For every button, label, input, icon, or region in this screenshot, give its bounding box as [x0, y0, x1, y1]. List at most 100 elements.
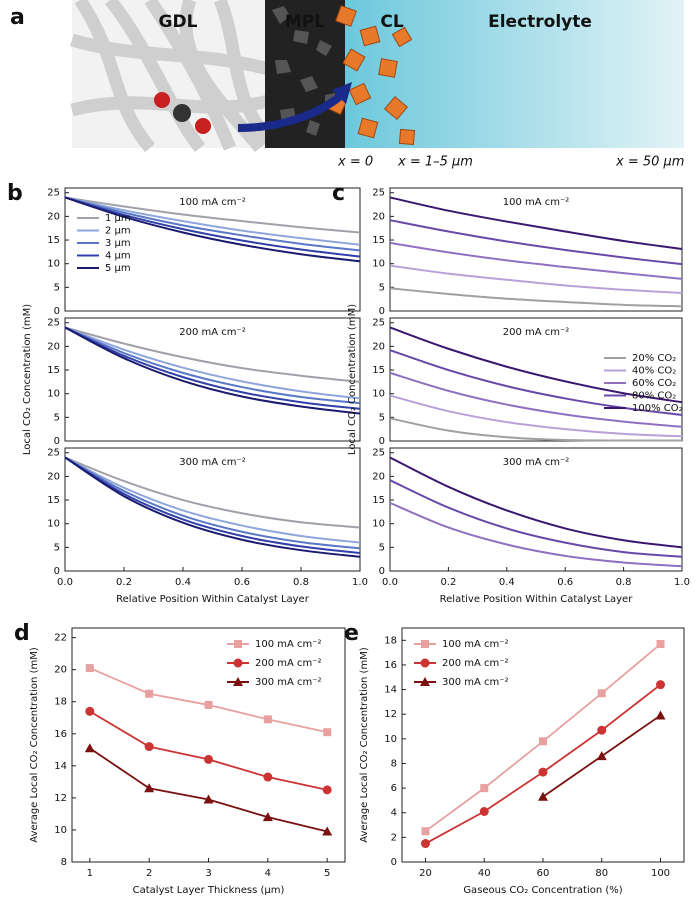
y-tick-label: 5	[379, 542, 385, 553]
marker	[420, 677, 430, 686]
x-tick-label: 3	[205, 868, 211, 879]
series-line	[389, 479, 683, 558]
marker	[480, 784, 489, 793]
x-tick-label: 4	[265, 868, 271, 879]
x-tick-label: 2	[146, 868, 152, 879]
series-line	[389, 241, 683, 280]
series-line	[389, 264, 683, 295]
x-tick-label: 0.2	[116, 577, 132, 588]
legend-label: 3 μm	[105, 238, 131, 249]
oxygen	[195, 118, 211, 134]
series-line	[64, 326, 361, 405]
marker	[204, 754, 213, 764]
position-label: x = 1–5 μm	[397, 155, 473, 170]
marker	[538, 791, 548, 801]
marker	[323, 728, 332, 737]
y-tick-label: 20	[372, 211, 385, 222]
marker	[597, 689, 606, 698]
y-tick-label: 22	[54, 633, 67, 644]
legend-label: 100 mA cm⁻²	[442, 639, 509, 650]
region-label: GDL	[159, 12, 198, 32]
legend-label: 2 μm	[105, 226, 131, 237]
x-tick-label: 1.0	[352, 577, 368, 588]
legend-label: 5 μm	[105, 263, 131, 274]
series-line	[389, 287, 683, 308]
y-tick-label: 20	[47, 211, 60, 222]
series-line	[64, 196, 361, 263]
x-axis-label: Relative Position Within Catalyst Layer	[116, 594, 310, 605]
carbon	[173, 104, 191, 122]
panel-letter: e	[344, 621, 359, 646]
legend-label: 300 mA cm⁻²	[442, 677, 509, 688]
x-tick-label: 40	[478, 868, 491, 879]
y-tick-label: 15	[47, 235, 60, 246]
series-line	[64, 456, 361, 550]
legend-label: 20% CO₂	[632, 353, 676, 364]
electrolyte-region	[345, 0, 684, 148]
mpl-particles	[272, 6, 337, 136]
plot-frame	[389, 447, 683, 572]
x-tick-label: 20	[419, 868, 432, 879]
x-tick-label: 0.8	[616, 577, 632, 588]
cl-particles	[327, 5, 416, 146]
fibers	[70, 0, 275, 153]
plot-frame	[389, 317, 683, 442]
y-tick-label: 18	[384, 635, 397, 646]
position-label: x = 50 μm	[615, 155, 684, 170]
marker	[233, 677, 243, 686]
x-tick-label: 0.0	[57, 577, 73, 588]
marker	[262, 812, 273, 822]
subplot-title: 200 mA cm⁻²	[179, 327, 246, 338]
y-tick-label: 10	[384, 734, 397, 745]
series-line	[64, 456, 361, 555]
x-tick-label: 0.2	[440, 577, 456, 588]
marker	[538, 767, 548, 777]
marker	[421, 839, 430, 849]
y-tick-label: 10	[47, 519, 60, 530]
y-tick-label: 0	[379, 306, 385, 317]
marker	[420, 658, 430, 668]
y-tick-label: 14	[54, 761, 67, 772]
x-tick-label: 0.8	[293, 577, 309, 588]
x-axis-label: Gaseous CO₂ Concentration (%)	[463, 885, 622, 896]
x-tick-label: 0.6	[557, 577, 573, 588]
legend-label: 4 μm	[105, 251, 131, 262]
plot-frame	[389, 187, 683, 312]
region-label: MPL	[285, 12, 325, 32]
y-tick-label: 18	[54, 697, 67, 708]
series-line	[389, 349, 683, 416]
y-tick-label: 12	[384, 709, 397, 720]
y-tick-label: 20	[47, 341, 60, 352]
plot-frame	[64, 447, 361, 572]
series-line	[389, 196, 683, 251]
y-tick-label: 10	[372, 519, 385, 530]
x-tick-label: 100	[651, 868, 670, 879]
legend-label: 200 mA cm⁻²	[442, 658, 509, 669]
y-tick-label: 20	[372, 341, 385, 352]
subplot-title: 100 mA cm⁻²	[503, 197, 570, 208]
y-tick-label: 25	[372, 188, 385, 199]
y-tick-label: 25	[47, 448, 60, 459]
series-line	[389, 394, 683, 438]
y-tick-label: 14	[384, 685, 397, 696]
marker	[84, 743, 95, 753]
y-tick-label: 10	[372, 259, 385, 270]
marker	[656, 680, 665, 690]
y-tick-label: 8	[61, 857, 67, 868]
x-axis-label: Catalyst Layer Thickness (μm)	[133, 885, 285, 896]
y-tick-label: 20	[54, 665, 67, 676]
plot-frame	[64, 317, 361, 442]
y-tick-label: 0	[379, 436, 385, 447]
x-tick-label: 1.0	[674, 577, 690, 588]
series-line	[389, 417, 683, 442]
y-tick-label: 16	[54, 729, 67, 740]
y-tick-label: 5	[54, 542, 60, 553]
legend-label: 1 μm	[105, 213, 131, 224]
marker	[144, 742, 154, 752]
series-line	[64, 456, 361, 544]
subplot-title: 100 mA cm⁻²	[179, 197, 246, 208]
x-tick-label: 1	[87, 868, 93, 879]
series-line	[64, 196, 361, 246]
y-tick-label: 15	[47, 495, 60, 506]
y-axis-label: Local CO₂ Concentration (mM)	[22, 304, 33, 455]
